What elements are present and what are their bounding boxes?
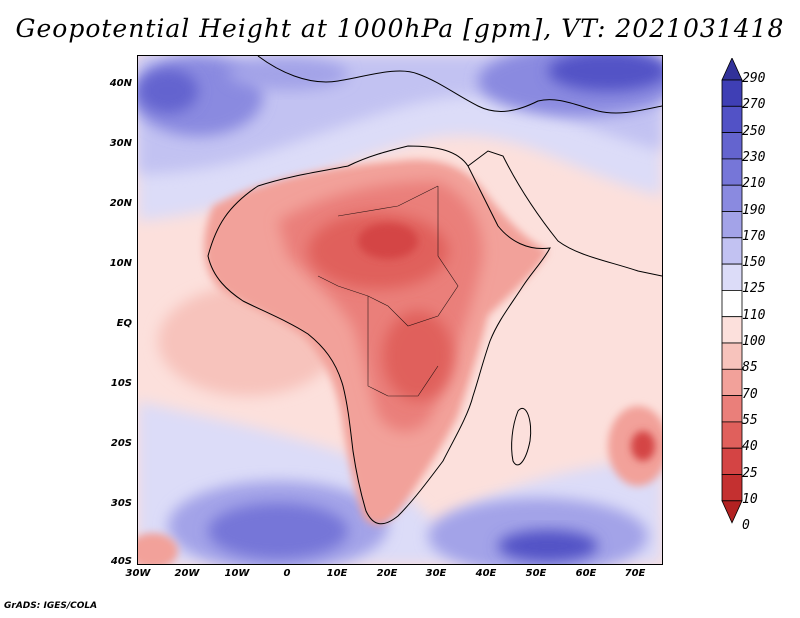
x-axis-label: 30E xyxy=(425,568,447,579)
x-axis-label: 60E xyxy=(575,568,597,579)
colorbar-label: 100 xyxy=(742,334,766,349)
colorbar-label: 85 xyxy=(742,360,758,376)
colorbar-label: 290 xyxy=(742,71,766,86)
colorbar-swatch xyxy=(721,395,743,423)
y-axis-label: 20N xyxy=(109,198,132,209)
colorbar-bottom-arrow xyxy=(721,500,743,524)
colorbar-label: 110 xyxy=(742,307,766,323)
y-axis-label: 30S xyxy=(110,498,132,509)
x-axis-label: 20E xyxy=(376,568,398,579)
map-title: Geopotential Height at 1000hPa [gpm], VT… xyxy=(15,14,785,43)
colorbar-swatch xyxy=(721,368,743,396)
x-axis-label: 30W xyxy=(125,568,151,579)
colorbar xyxy=(721,58,743,524)
colorbar-swatch xyxy=(721,474,743,502)
colorbar-swatch xyxy=(721,316,743,344)
x-axis-label: 70E xyxy=(624,568,646,579)
colorbar-swatch xyxy=(721,79,743,107)
credit-text: GrADS: IGES/COLA xyxy=(4,601,98,611)
x-axis-label: 20W xyxy=(174,568,200,579)
y-axis-label: 10S xyxy=(110,378,132,389)
y-axis-label: 10N xyxy=(109,258,132,269)
colorbar-swatch xyxy=(721,289,743,318)
y-axis-label: 20S xyxy=(110,438,132,449)
colorbar-label: 0 xyxy=(742,518,750,534)
colorbar-label: 25 xyxy=(742,465,758,481)
x-axis-label: 50E xyxy=(525,568,547,579)
x-axis-label: 10E xyxy=(326,568,348,579)
colorbar-label: 10 xyxy=(742,491,758,507)
colorbar-label: 250 xyxy=(742,123,766,139)
colorbar-swatch xyxy=(721,237,743,265)
colorbar-label: 230 xyxy=(742,149,766,165)
x-axis-label: 40E xyxy=(475,568,497,579)
colorbar-label: 125 xyxy=(742,281,766,297)
y-axis-label: EQ xyxy=(116,318,132,329)
y-axis-label: 40N xyxy=(109,78,132,89)
y-axis-label: 40S xyxy=(110,556,132,567)
colorbar-swatch xyxy=(721,158,743,186)
colorbar-swatch xyxy=(721,263,743,291)
colorbar-swatch xyxy=(721,105,743,133)
x-axis-label: 0 xyxy=(283,568,291,579)
colorbar-swatch xyxy=(721,132,743,160)
colorbar-label: 55 xyxy=(742,412,758,428)
colorbar-swatch xyxy=(721,211,743,239)
colorbar-swatch xyxy=(721,342,743,370)
colorbar-swatch xyxy=(721,421,743,449)
map-field xyxy=(138,56,662,564)
colorbar-label: 150 xyxy=(742,255,766,271)
colorbar-label: 190 xyxy=(742,202,766,218)
colorbar-label: 270 xyxy=(742,97,766,113)
x-axis-label: 10W xyxy=(224,568,250,579)
colorbar-swatch xyxy=(721,447,743,475)
colorbar-label: 70 xyxy=(742,386,758,402)
colorbar-label: 170 xyxy=(742,228,766,244)
colorbar-top-arrow xyxy=(721,58,743,81)
y-axis-label: 30N xyxy=(109,138,132,149)
colorbar-label: 210 xyxy=(742,176,766,192)
map-plot-area xyxy=(137,55,663,565)
colorbar-label: 40 xyxy=(742,439,758,455)
colorbar-swatch xyxy=(721,184,743,212)
